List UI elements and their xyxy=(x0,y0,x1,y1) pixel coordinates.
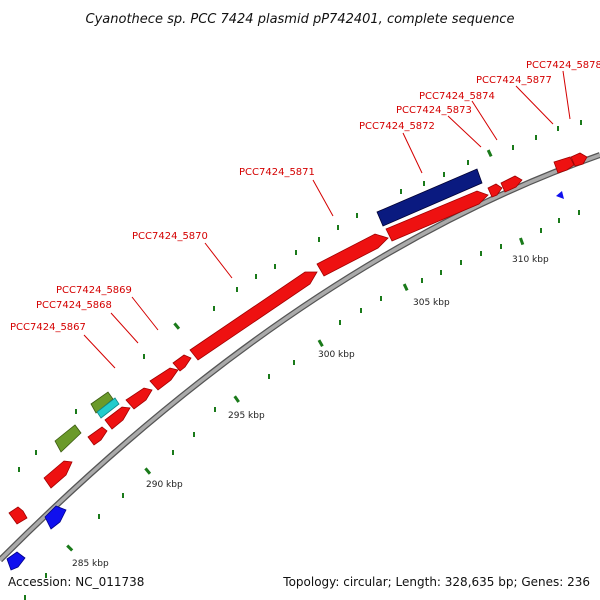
gene-label-5877: PCC7424_5877 xyxy=(476,75,552,86)
gene-label-5871: PCC7424_5871 xyxy=(239,167,315,178)
gene-arrow xyxy=(553,156,575,174)
backbone xyxy=(0,152,600,563)
inner-tick-track xyxy=(24,210,580,600)
gene-label-5874: PCC7424_5874 xyxy=(419,91,495,102)
gene-cyan xyxy=(96,397,120,419)
scale-label-295: 295 kbp xyxy=(228,411,265,421)
gene-arrow xyxy=(172,354,192,372)
scale-label-290: 290 kbp xyxy=(146,480,183,490)
scale-label-285: 285 kbp xyxy=(72,559,109,569)
scale-labels: 285 kbp 290 kbp 295 kbp 300 kbp 305 kbp … xyxy=(72,255,549,569)
gene-arrow xyxy=(487,183,503,198)
gene-arrow xyxy=(189,271,318,361)
summary-text: Topology: circular; Length: 328,635 bp; … xyxy=(282,575,590,589)
map-title: Cyanothece sp. PCC 7424 plasmid pP742401… xyxy=(86,12,515,27)
gene-label-5870: PCC7424_5870 xyxy=(132,231,208,242)
gene-blue xyxy=(44,505,67,530)
scale-label-305: 305 kbp xyxy=(413,298,450,308)
gene-label-5868: PCC7424_5868 xyxy=(36,300,112,311)
gene-navy xyxy=(376,168,483,227)
label-leaders xyxy=(83,70,571,369)
gene-labels: PCC7424_5867 PCC7424_5868 PCC7424_5869 P… xyxy=(10,60,600,333)
gene-arrow xyxy=(316,233,389,277)
gene-label-5869: PCC7424_5869 xyxy=(56,285,132,296)
gene-arrow xyxy=(87,426,108,446)
gene-arrow xyxy=(385,190,489,242)
accession-text: Accession: NC_011738 xyxy=(8,575,144,589)
gene-label-5878: PCC7424_5878 xyxy=(526,60,600,71)
gene-label-5867: PCC7424_5867 xyxy=(10,322,86,333)
gene-arrow xyxy=(8,506,28,525)
gene-olive xyxy=(54,424,82,453)
gene-arrow xyxy=(149,367,179,391)
gene-arrow xyxy=(125,387,153,410)
gene-blue xyxy=(556,191,564,199)
gene-label-5873: PCC7424_5873 xyxy=(396,105,472,116)
gene-arrow xyxy=(43,460,73,489)
scale-label-310: 310 kbp xyxy=(512,255,549,265)
gene-blue xyxy=(6,551,26,571)
forward-genes xyxy=(8,152,588,525)
outer-tick-track xyxy=(18,120,582,472)
gene-arrow xyxy=(570,152,588,167)
other-genes xyxy=(6,168,564,571)
scale-label-300: 300 kbp xyxy=(318,350,355,360)
gene-arrow xyxy=(104,406,131,430)
gene-arrow xyxy=(500,175,523,193)
gene-label-5872: PCC7424_5872 xyxy=(359,121,435,132)
gene-olive xyxy=(90,391,114,414)
